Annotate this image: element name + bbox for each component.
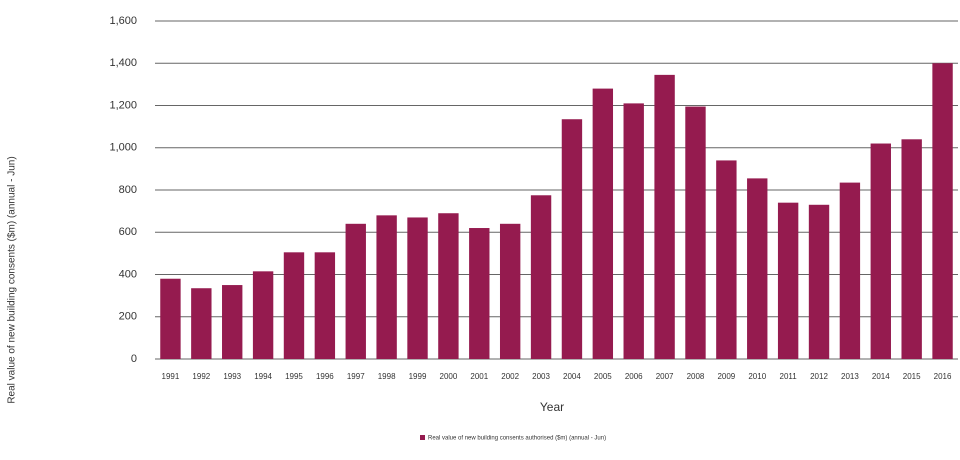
x-tick-label: 2014 bbox=[872, 372, 890, 381]
bar bbox=[438, 213, 459, 359]
bar bbox=[283, 252, 305, 359]
bar bbox=[376, 215, 397, 359]
y-tick-label: 200 bbox=[119, 311, 137, 323]
bar bbox=[499, 223, 521, 359]
bar bbox=[222, 285, 243, 359]
x-tick-label: 2007 bbox=[656, 372, 674, 381]
x-tick-label: 1993 bbox=[223, 372, 241, 381]
y-tick-label: 1,600 bbox=[109, 15, 137, 27]
x-tick-label: 2012 bbox=[810, 372, 828, 381]
x-tick-label: 2011 bbox=[780, 372, 798, 381]
x-tick-label: 2006 bbox=[625, 372, 643, 381]
x-tick-label: 2005 bbox=[594, 372, 612, 381]
bar bbox=[777, 202, 799, 359]
bar bbox=[407, 217, 428, 359]
bar bbox=[870, 143, 891, 359]
x-tick-label: 2002 bbox=[501, 372, 519, 381]
x-tick-label: 2001 bbox=[470, 372, 488, 381]
bar bbox=[654, 74, 675, 360]
x-tick-label: 2015 bbox=[903, 372, 921, 381]
bar bbox=[808, 204, 830, 359]
x-tick-label: 1997 bbox=[347, 372, 365, 381]
bar bbox=[901, 139, 922, 359]
x-tick-label: 1995 bbox=[285, 372, 303, 381]
x-axis-label: Year bbox=[540, 400, 564, 414]
bar bbox=[345, 223, 366, 359]
bar bbox=[932, 63, 953, 359]
x-tick-label: 2010 bbox=[748, 372, 766, 381]
x-tick-label: 2009 bbox=[717, 372, 735, 381]
bar bbox=[747, 178, 768, 359]
bar bbox=[716, 160, 737, 359]
bar bbox=[469, 228, 490, 359]
x-tick-label: 1994 bbox=[254, 372, 272, 381]
bar bbox=[160, 278, 181, 359]
y-tick-label: 400 bbox=[119, 268, 137, 280]
x-tick-label: 2004 bbox=[563, 372, 581, 381]
x-tick-label: 2000 bbox=[440, 372, 458, 381]
bar bbox=[252, 271, 274, 359]
bar bbox=[685, 106, 706, 360]
y-tick-label: 600 bbox=[119, 226, 137, 238]
x-tick-label: 1999 bbox=[409, 372, 427, 381]
y-tick-label: 800 bbox=[119, 184, 137, 196]
bar bbox=[623, 103, 644, 359]
x-tick-label: 1996 bbox=[316, 372, 334, 381]
bar bbox=[314, 252, 336, 359]
x-tick-label: 2016 bbox=[934, 372, 952, 381]
y-tick-label: 1,000 bbox=[109, 142, 137, 154]
bar bbox=[839, 182, 861, 359]
x-tick-label: 1998 bbox=[378, 372, 396, 381]
legend-label: Real value of new building consents auth… bbox=[428, 436, 606, 442]
x-tick-label: 2008 bbox=[687, 372, 705, 381]
bar bbox=[592, 88, 614, 359]
bar bbox=[530, 195, 552, 359]
y-tick-label: 1,400 bbox=[109, 57, 137, 69]
x-tick-label: 1991 bbox=[162, 372, 180, 381]
bar bbox=[191, 288, 212, 359]
x-tick-label: 2003 bbox=[532, 372, 550, 381]
y-tick-label: 0 bbox=[131, 353, 137, 365]
x-tick-label: 2013 bbox=[841, 372, 859, 381]
legend-swatch bbox=[420, 435, 425, 440]
x-tick-label: 1992 bbox=[192, 372, 210, 381]
bar bbox=[561, 119, 583, 359]
y-axis-label: Real value of new building consents ($m)… bbox=[7, 156, 18, 403]
y-tick-label: 1,200 bbox=[109, 99, 137, 111]
